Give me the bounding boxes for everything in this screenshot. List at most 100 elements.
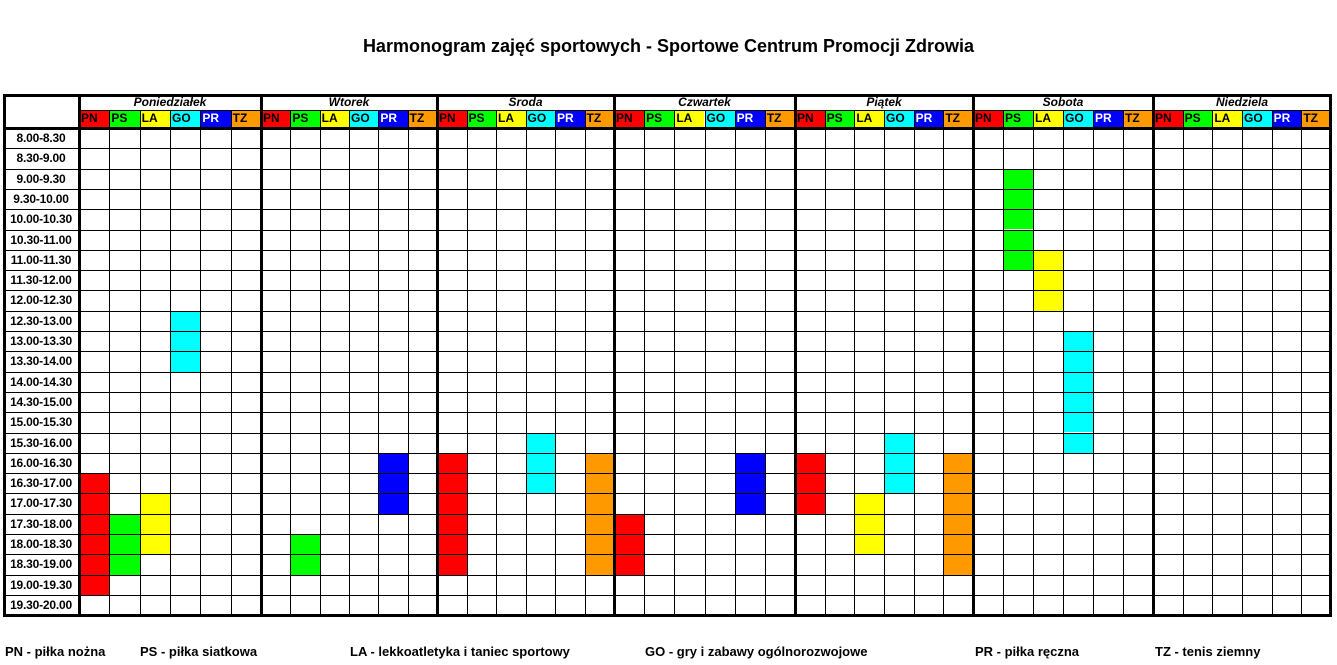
grid-line [1123,110,1124,616]
schedule-cell-filled [525,452,555,474]
legend-item-la: LA - lekkoatletyka i taniec sportowy [350,644,570,659]
sport-code-header: LA [674,110,705,128]
grid-line [884,110,885,616]
schedule-cell-filled [437,452,467,474]
schedule-cell-filled [1063,391,1093,413]
schedule-cell-filled [79,473,110,494]
sport-code-header: GO [1242,110,1272,128]
grid-line [674,110,675,616]
grid-line [3,392,1331,393]
legend-item-tz: TZ - tenis ziemny [1155,644,1261,659]
grid-line [3,575,1331,576]
schedule-cell-filled [139,534,170,555]
grid-line [1093,110,1094,616]
grid-line [3,250,1331,251]
schedule-cell-filled [109,513,140,534]
sport-code-header: PR [913,110,944,128]
sport-code-header: TZ [407,110,437,128]
grid-line [972,94,975,616]
time-slot-label: 9.00-9.30 [16,171,66,186]
grid-line [1329,94,1332,618]
grid-line [555,110,556,616]
day-header: Wtorek [328,95,370,109]
schedule-cell-filled [584,473,614,494]
schedule-cell-filled [884,432,914,453]
sport-code-header: TZ [1301,110,1331,128]
grid-line [1003,110,1004,616]
time-slot-label: 15.00-15.30 [10,415,72,430]
sport-code-header: GO [349,110,379,128]
sport-code-header: LA [319,110,349,128]
grid-line [3,331,1331,332]
grid-line [231,110,232,616]
sport-code-header: PR [1093,110,1123,128]
schedule-cell-filled [1003,168,1033,189]
grid-line [3,351,1331,352]
schedule-cell-filled [1033,290,1063,311]
sport-code-header: LA [496,110,526,128]
time-slot-label: 12.30-13.00 [10,313,72,328]
sport-code-header: PN [261,110,291,128]
grid-line [1301,110,1302,616]
schedule-cell-filled [584,534,614,555]
sport-code-header: PS [1003,110,1033,128]
grid-line [3,127,1331,130]
grid-line [1183,110,1184,616]
schedule-cell-filled [109,554,140,575]
schedule-cell-filled [1063,331,1093,352]
grid-line [613,94,616,616]
grid-line [79,110,1331,111]
grid-line [260,94,263,616]
day-header: Niedziela [1215,95,1269,109]
grid-line [3,614,1331,618]
schedule-cell-filled [584,452,614,474]
grid-line [3,372,1331,373]
time-slot-label: 14.00-14.30 [10,374,72,389]
grid-line [3,148,1331,149]
sport-code-header: PR [734,110,765,128]
sport-code-header: TZ [764,110,795,128]
sport-code-header: PS [109,110,140,128]
sport-code-header: PN [437,110,467,128]
schedule-cell-filled [1003,249,1033,271]
schedule-cell-filled [1003,188,1033,210]
time-slot-label: 17.00-17.30 [10,496,72,511]
time-slot-label: 11.30-12.00 [10,273,72,288]
schedule-cell-filled [854,513,884,534]
grid-line [1242,110,1243,616]
schedule-cell-filled [854,534,884,555]
sport-code-header: PR [555,110,585,128]
grid-line [3,94,6,616]
sport-code-header: GO [884,110,914,128]
sport-code-header: PR [1271,110,1302,128]
schedule-cell-filled [795,473,825,494]
schedule-cell-filled [79,513,110,534]
grid-line [3,230,1331,231]
time-slot-label: 10.30-11.00 [10,232,72,247]
legend-item-ps: PS - piłka siatkowa [140,644,258,659]
page-title: Harmonogram zajęć sportowych - Sportowe … [362,36,975,56]
grid-line [3,290,1331,291]
schedule-cell-filled [1063,412,1093,433]
schedule-cell-filled [525,432,555,453]
sport-code-header: PR [378,110,408,128]
schedule-cell-filled [943,534,973,555]
schedule-cell-filled [943,452,973,474]
grid-line [3,453,1331,454]
schedule-cell-filled [584,513,614,534]
sport-code-header: PN [79,110,110,128]
grid-line [436,94,439,616]
sport-code-header: GO [170,110,201,128]
schedule-cell-filled [943,473,973,494]
time-slot-label: 15.30-16.00 [10,435,72,450]
time-slot-label: 12.00-12.30 [10,293,72,308]
grid-line [765,110,766,616]
schedule-cell-filled [1003,209,1033,230]
grid-line [496,110,497,616]
schedule-cell-filled [584,493,614,514]
time-slot-label: 10.00-10.30 [10,212,72,227]
schedule-cell-filled [109,534,140,555]
grid-line [3,270,1331,271]
grid-line [825,110,826,616]
grid-line [3,412,1331,413]
